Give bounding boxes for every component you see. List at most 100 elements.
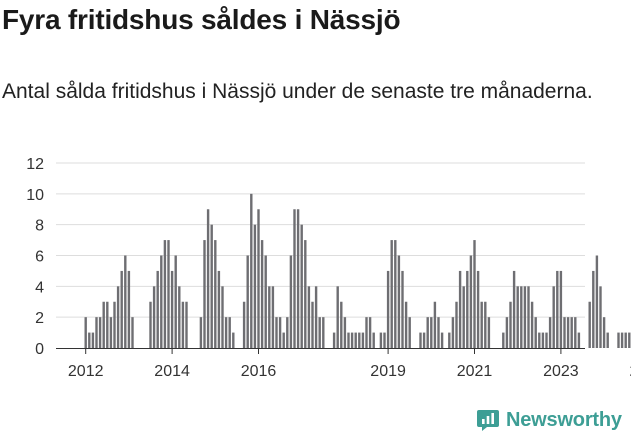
bar	[109, 317, 113, 348]
bar	[401, 270, 404, 348]
bar	[127, 270, 131, 348]
bar	[124, 255, 127, 348]
y-axis-ticks: 0 2 4 6 8 10 12	[26, 156, 44, 358]
bar	[149, 301, 152, 348]
bar	[350, 332, 354, 348]
bar	[178, 286, 181, 348]
y-tick-label: 6	[35, 249, 44, 266]
bar	[95, 317, 98, 348]
bar	[181, 301, 185, 348]
bar	[268, 286, 271, 348]
bar	[361, 332, 365, 348]
bar	[430, 317, 433, 348]
bar	[199, 317, 203, 348]
bar	[408, 317, 411, 348]
bar	[120, 270, 123, 348]
bar	[354, 332, 357, 348]
bar	[232, 332, 235, 348]
bar	[570, 317, 573, 348]
bar	[343, 317, 347, 348]
bar	[210, 224, 213, 348]
bar	[458, 270, 462, 348]
bar	[512, 270, 516, 348]
bar	[422, 332, 426, 348]
y-tick-label: 10	[26, 187, 44, 204]
bar	[480, 301, 483, 348]
bar	[372, 332, 375, 348]
y-tick-label: 8	[35, 218, 44, 235]
bar	[527, 286, 530, 348]
bar	[253, 224, 257, 348]
bar	[523, 286, 527, 348]
bar	[91, 332, 95, 348]
bar	[534, 317, 537, 348]
bar	[318, 317, 321, 348]
bar	[156, 270, 159, 348]
x-tick-label: 2019	[370, 363, 406, 380]
bar	[131, 317, 134, 348]
x-tick-label: 2012	[68, 363, 104, 380]
bar	[264, 255, 267, 348]
x-tick-label: 2025	[630, 363, 631, 380]
brand-name: Newsworthy	[506, 408, 622, 431]
chart-title: Fyra fritidshus såldes i Nässjö	[2, 4, 401, 35]
x-tick-label: 2021	[457, 363, 493, 380]
bar	[606, 332, 609, 348]
bar	[322, 317, 325, 348]
bar	[289, 255, 293, 348]
bar	[228, 317, 231, 348]
bar	[419, 332, 422, 348]
bar	[242, 301, 246, 348]
bar	[404, 301, 408, 348]
bar	[476, 270, 480, 348]
bar	[221, 286, 224, 348]
bar	[332, 332, 336, 348]
bar	[278, 317, 282, 348]
bar	[473, 240, 476, 348]
bar	[566, 317, 570, 348]
bar	[358, 332, 361, 348]
bar	[98, 317, 102, 348]
bar	[628, 332, 631, 348]
bar	[250, 193, 253, 348]
bar	[113, 301, 116, 348]
bar	[599, 286, 602, 348]
bar	[440, 332, 444, 348]
bar	[347, 332, 350, 348]
bar	[487, 317, 491, 348]
x-tick-label: 2016	[241, 363, 277, 380]
bar	[163, 240, 167, 348]
bar	[559, 270, 563, 348]
y-tick-label: 2	[35, 310, 44, 327]
bar	[394, 240, 397, 348]
x-tick-label: 2023	[543, 363, 579, 380]
bar	[620, 332, 624, 348]
bar	[116, 286, 120, 348]
bar	[509, 301, 512, 348]
bar	[224, 317, 228, 348]
bar	[455, 301, 458, 348]
bar	[548, 317, 552, 348]
bar	[602, 317, 606, 348]
bar	[426, 317, 429, 348]
y-tick-label: 12	[26, 156, 44, 173]
bar	[437, 317, 440, 348]
bar	[307, 286, 311, 348]
bar	[563, 317, 566, 348]
x-axis-ticks: 2012 2014 2016 2019 2021 2023 2025	[68, 348, 631, 380]
bar	[595, 255, 599, 348]
bar	[286, 317, 289, 348]
bar	[368, 317, 372, 348]
bar	[379, 332, 383, 348]
bar	[271, 286, 275, 348]
bar	[300, 224, 303, 348]
bar	[275, 317, 278, 348]
bar	[257, 209, 260, 348]
x-tick-label: 2014	[154, 363, 190, 380]
bar	[541, 332, 545, 348]
gridlines	[56, 162, 585, 318]
bar	[88, 332, 91, 348]
y-tick-label: 4	[35, 279, 44, 296]
bar	[365, 317, 368, 348]
